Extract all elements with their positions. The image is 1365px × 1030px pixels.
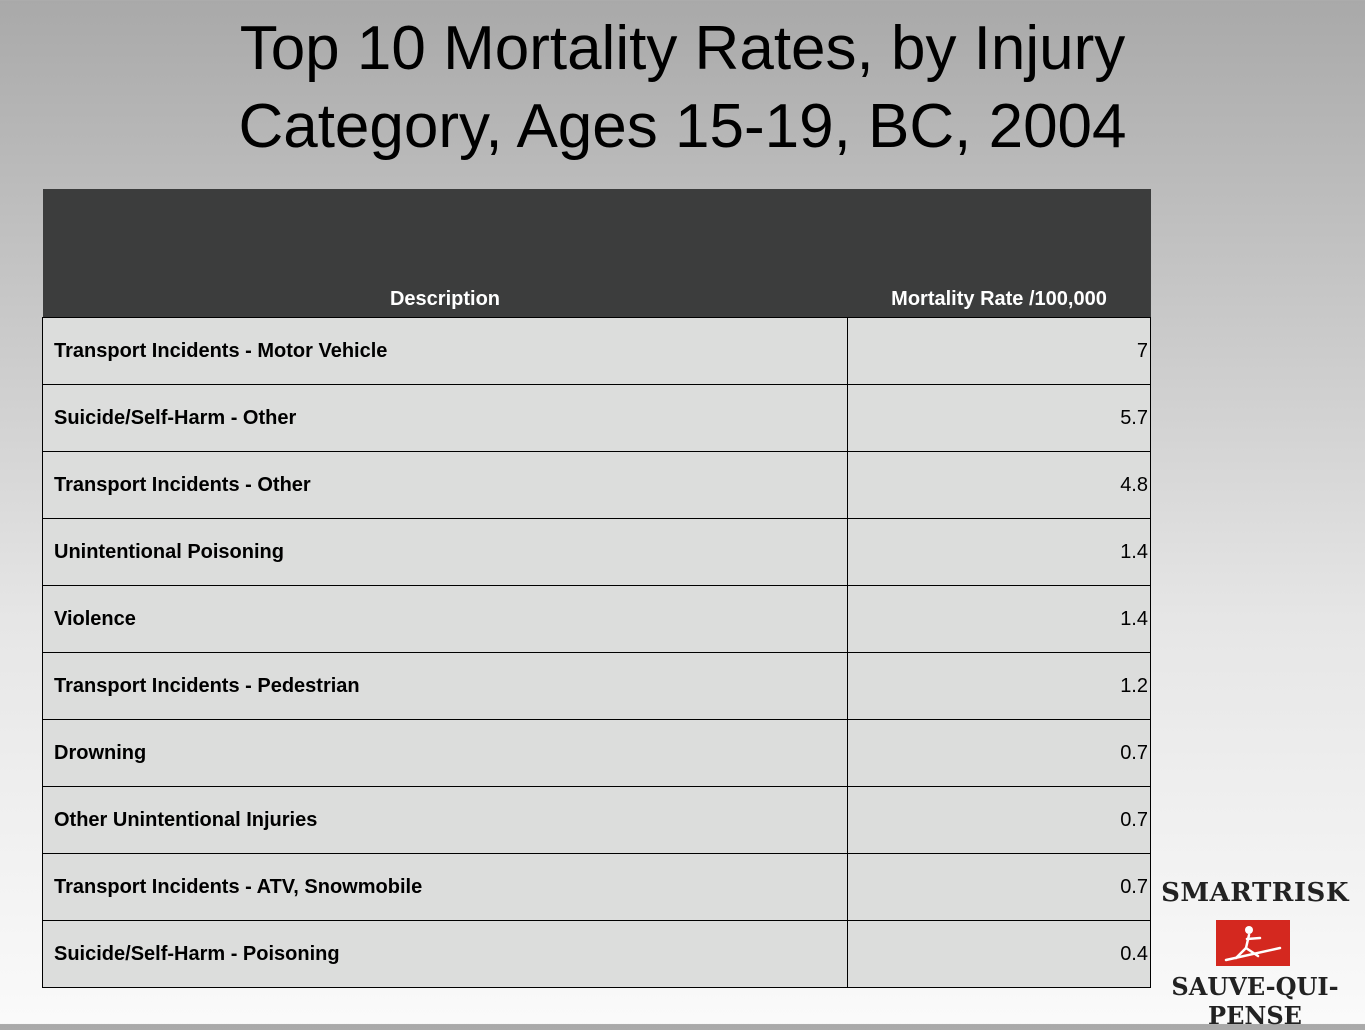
table-row: Suicide/Self-Harm - Other 5.7: [42, 384, 1151, 452]
table-row: Suicide/Self-Harm - Poisoning 0.4: [42, 920, 1151, 988]
row-description: Drowning: [42, 719, 848, 787]
row-description: Violence: [42, 585, 848, 653]
table-row: Transport Incidents - Other 4.8: [42, 451, 1151, 519]
title-line-2: Category, Ages 15-19, BC, 2004: [238, 92, 1127, 161]
row-mortality-rate: 0.7: [847, 719, 1151, 787]
table-header-row: Description Mortality Rate /100,000: [42, 189, 1151, 318]
row-description: Transport Incidents - Motor Vehicle: [42, 317, 848, 385]
table-row: Unintentional Poisoning 1.4: [42, 518, 1151, 586]
logo-bottom-text: SAUVE-QUI-PENSE: [1171, 972, 1339, 1030]
table-row: Transport Incidents - Pedestrian 1.2: [42, 652, 1151, 720]
header-mortality-rate: Mortality Rate /100,000: [847, 189, 1151, 318]
row-mortality-rate: 7: [847, 317, 1151, 385]
row-description: Other Unintentional Injuries: [42, 786, 848, 854]
row-mortality-rate: 0.4: [847, 920, 1151, 988]
row-description: Suicide/Self-Harm - Poisoning: [42, 920, 848, 988]
table-row: Drowning 0.7: [42, 719, 1151, 787]
skier-icon: [1224, 926, 1282, 962]
table-row: Transport Incidents - Motor Vehicle 7: [42, 317, 1151, 385]
logo-figure-icon: [1216, 920, 1290, 966]
header-description: Description: [42, 189, 848, 318]
logo-top-text: SMARTRISK: [1161, 878, 1349, 908]
row-description: Transport Incidents - ATV, Snowmobile: [42, 853, 848, 921]
row-mortality-rate: 1.4: [847, 585, 1151, 653]
mortality-table: Description Mortality Rate /100,000 Tran…: [42, 189, 1151, 988]
title-line-1: Top 10 Mortality Rates, by Injury: [239, 14, 1126, 83]
row-description: Unintentional Poisoning: [42, 518, 848, 586]
row-mortality-rate: 0.7: [847, 853, 1151, 921]
row-mortality-rate: 1.2: [847, 652, 1151, 720]
table-row: Violence 1.4: [42, 585, 1151, 653]
slide-title: Top 10 Mortality Rates, by Injury Catego…: [150, 10, 1215, 166]
row-mortality-rate: 0.7: [847, 786, 1151, 854]
smartrisk-logo: SMARTRISK SAUVE-QUI-PENSE: [1160, 878, 1350, 1030]
row-description: Transport Incidents - Pedestrian: [42, 652, 848, 720]
row-mortality-rate: 4.8: [847, 451, 1151, 519]
row-mortality-rate: 5.7: [847, 384, 1151, 452]
row-description: Suicide/Self-Harm - Other: [42, 384, 848, 452]
table-body: Transport Incidents - Motor Vehicle 7 Suic…: [42, 317, 1151, 988]
row-mortality-rate: 1.4: [847, 518, 1151, 586]
table-row: Other Unintentional Injuries 0.7: [42, 786, 1151, 854]
row-description: Transport Incidents - Other: [42, 451, 848, 519]
table-row: Transport Incidents - ATV, Snowmobile 0.7: [42, 853, 1151, 921]
